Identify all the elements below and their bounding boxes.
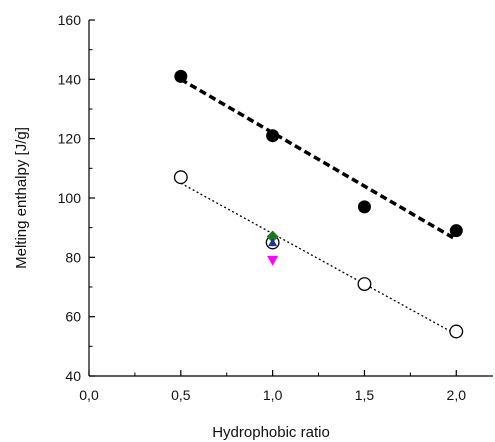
x-tick-label: 0,0 bbox=[79, 387, 99, 403]
data-points bbox=[173, 69, 464, 339]
triangle-down-point bbox=[267, 255, 279, 266]
triangle-up-point bbox=[268, 238, 278, 247]
x-tick-label: 2,0 bbox=[447, 387, 467, 403]
y-tick-label: 140 bbox=[58, 71, 82, 87]
y-tick-label: 80 bbox=[65, 249, 81, 265]
open-circle-point bbox=[449, 324, 464, 339]
x-tick-label: 0,5 bbox=[171, 387, 191, 403]
ticks: 40 60 80 100 120 140 160 0,0 0,5 1,0 1,5 2,0 bbox=[58, 12, 467, 403]
y-tick-label: 120 bbox=[58, 131, 82, 147]
x-axis-label: Hydrophobic ratio bbox=[212, 424, 330, 441]
y-tick-label: 60 bbox=[65, 309, 81, 325]
y-axis-label: Melting enthalpy [J/g] bbox=[13, 127, 30, 269]
y-tick-label: 100 bbox=[58, 190, 82, 206]
filled-circle-point bbox=[174, 69, 188, 83]
diamond-point bbox=[266, 230, 279, 243]
fit-lines bbox=[179, 77, 458, 336]
x-tick-label: 1,5 bbox=[355, 387, 375, 403]
fit-line-filled bbox=[179, 77, 458, 242]
filled-circle-point bbox=[357, 200, 371, 214]
filled-circle-point bbox=[266, 129, 280, 143]
filled-circle-point bbox=[449, 224, 463, 238]
axes bbox=[88, 20, 493, 377]
y-tick-label: 40 bbox=[65, 368, 81, 384]
open-circle-point bbox=[173, 170, 188, 185]
fit-line-open bbox=[180, 182, 457, 336]
x-tick-label: 1,0 bbox=[263, 387, 283, 403]
y-tick-label: 160 bbox=[58, 12, 82, 28]
open-circle-point bbox=[357, 277, 372, 291]
